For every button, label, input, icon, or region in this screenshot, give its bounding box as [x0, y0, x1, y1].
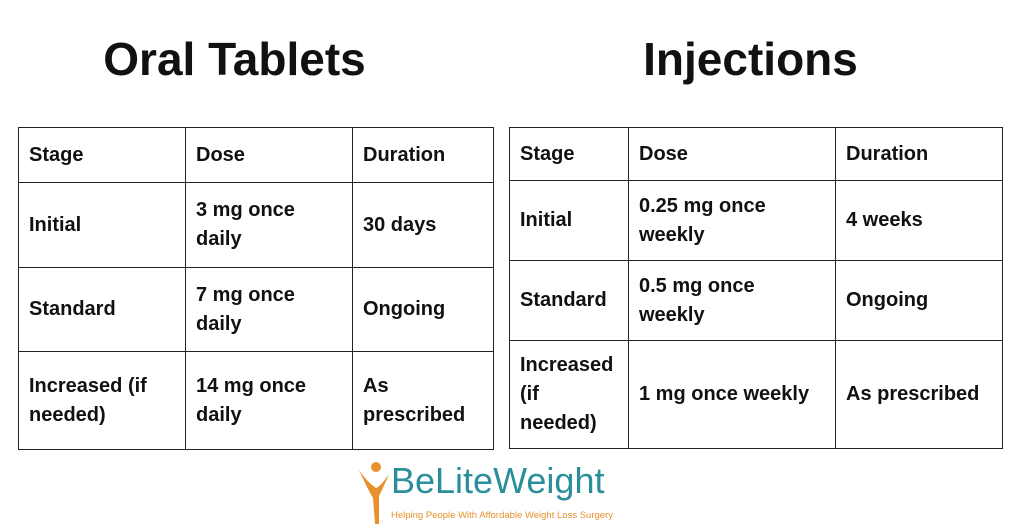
table-cell: 0.25 mg once weekly	[628, 180, 836, 261]
table-cell: Dose	[628, 127, 836, 181]
logo: BeLiteWeight Helping People With Afforda…	[355, 458, 635, 526]
table-row: Initial 3 mg once daily 30 days	[18, 182, 494, 268]
table-cell: 7 mg once daily	[185, 267, 353, 352]
table-cell: Initial	[509, 180, 629, 261]
table-cell: 0.5 mg once weekly	[628, 260, 836, 341]
table-row: Standard 7 mg once daily Ongoing	[18, 267, 494, 352]
table-cell: Stage	[18, 127, 186, 183]
table-cell: Duration	[835, 127, 1003, 181]
dose-table: Stage Dose Duration Initial 3 mg once daily 3…	[18, 127, 494, 450]
table-cell: 4 weeks	[835, 180, 1003, 261]
table-cell: Initial	[18, 182, 186, 268]
logo-name: BeLiteWeight	[391, 460, 605, 501]
table-cell: Stage	[509, 127, 629, 181]
table-cell: As prescribed	[352, 351, 494, 450]
logo-icon	[359, 462, 389, 524]
table-row: Increased (if needed) 1 mg once weekly As …	[509, 340, 1003, 449]
table-title: Oral Tablets	[103, 33, 366, 85]
table-cell: As prescribed	[835, 340, 1003, 449]
table-cell: 3 mg once daily	[185, 182, 353, 268]
table-row: Stage Dose Duration	[18, 127, 494, 183]
table-row: Increased (if needed) 14 mg once daily As …	[18, 351, 494, 450]
table-cell: Standard	[509, 260, 629, 341]
table-cell: Ongoing	[835, 260, 1003, 341]
table-row: Initial 0.25 mg once weekly 4 weeks	[509, 180, 1003, 261]
table-cell: 1 mg once weekly	[628, 340, 836, 449]
dose-table: Stage Dose Duration Initial 0.25 mg once wee…	[509, 127, 1003, 449]
table-cell: 30 days	[352, 182, 494, 268]
table-cell: Increased (if needed)	[18, 351, 186, 450]
table-row: Standard 0.5 mg once weekly Ongoing	[509, 260, 1003, 341]
table-cell: Duration	[352, 127, 494, 183]
table-cell: Standard	[18, 267, 186, 352]
table-cell: 14 mg once daily	[185, 351, 353, 450]
table-row: Stage Dose Duration	[509, 127, 1003, 181]
logo-tagline: Helping People With Affordable Weight Lo…	[391, 510, 613, 521]
table-cell: Ongoing	[352, 267, 494, 352]
table-cell: Increased (if needed)	[509, 340, 629, 449]
table-title: Injections	[643, 33, 858, 85]
table-cell: Dose	[185, 127, 353, 183]
